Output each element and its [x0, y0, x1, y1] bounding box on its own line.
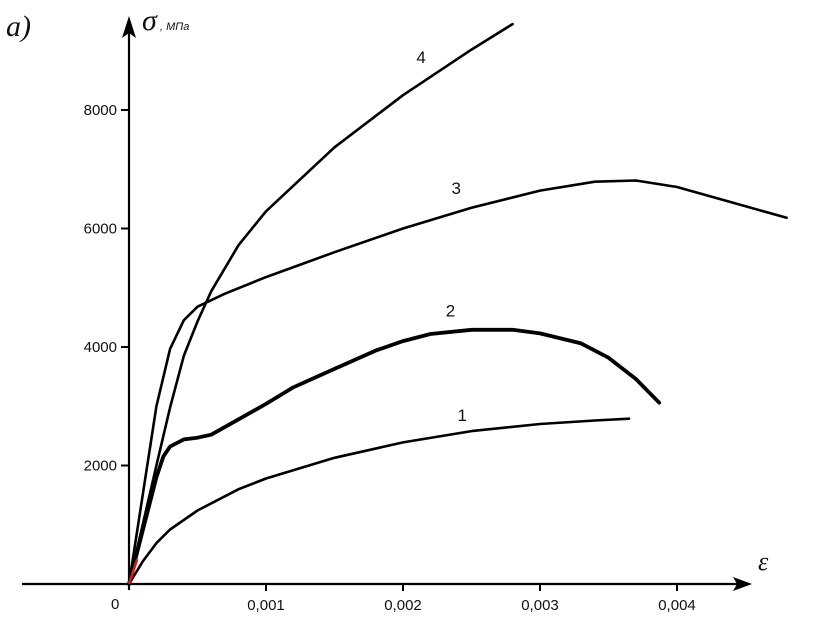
series-line-4	[127, 22, 514, 586]
series-line-2	[127, 327, 662, 586]
y-tick-label: 8000	[84, 102, 117, 119]
x-tick-label: 0,001	[247, 597, 285, 614]
series-label-4: 4	[416, 48, 425, 67]
series-line-1	[127, 417, 631, 586]
panel-label: а)	[6, 10, 31, 43]
x-axis-arrowhead	[733, 577, 752, 591]
series-label-3: 3	[452, 179, 461, 198]
x-tick-label: 0,003	[521, 597, 559, 614]
initial-elastic-segment	[127, 558, 139, 585]
x-axis-label-symbol: ε	[758, 547, 769, 576]
y-tick-label: 4000	[84, 339, 117, 356]
x-tick-label: 0,002	[384, 597, 422, 614]
y-tick-label: 2000	[84, 458, 117, 475]
series-label-2: 2	[446, 301, 455, 320]
x-tick-label: 0,004	[658, 597, 696, 614]
y-axis-label-symbol: σ	[142, 4, 158, 37]
series-label-1: 1	[458, 406, 467, 425]
tick-group: 0,001 0,002 0,003 0,004 2000 4000 6000 8000	[84, 102, 696, 614]
series-line-3	[127, 179, 788, 586]
axes: σ , МПа ε 0	[22, 4, 769, 613]
y-axis-label-unit: , МПа	[160, 21, 189, 33]
y-tick-label: 6000	[84, 221, 117, 238]
origin-label: 0	[111, 596, 119, 613]
y-axis-arrowhead	[122, 16, 136, 38]
series-group: 1 2 3 4	[127, 22, 788, 586]
